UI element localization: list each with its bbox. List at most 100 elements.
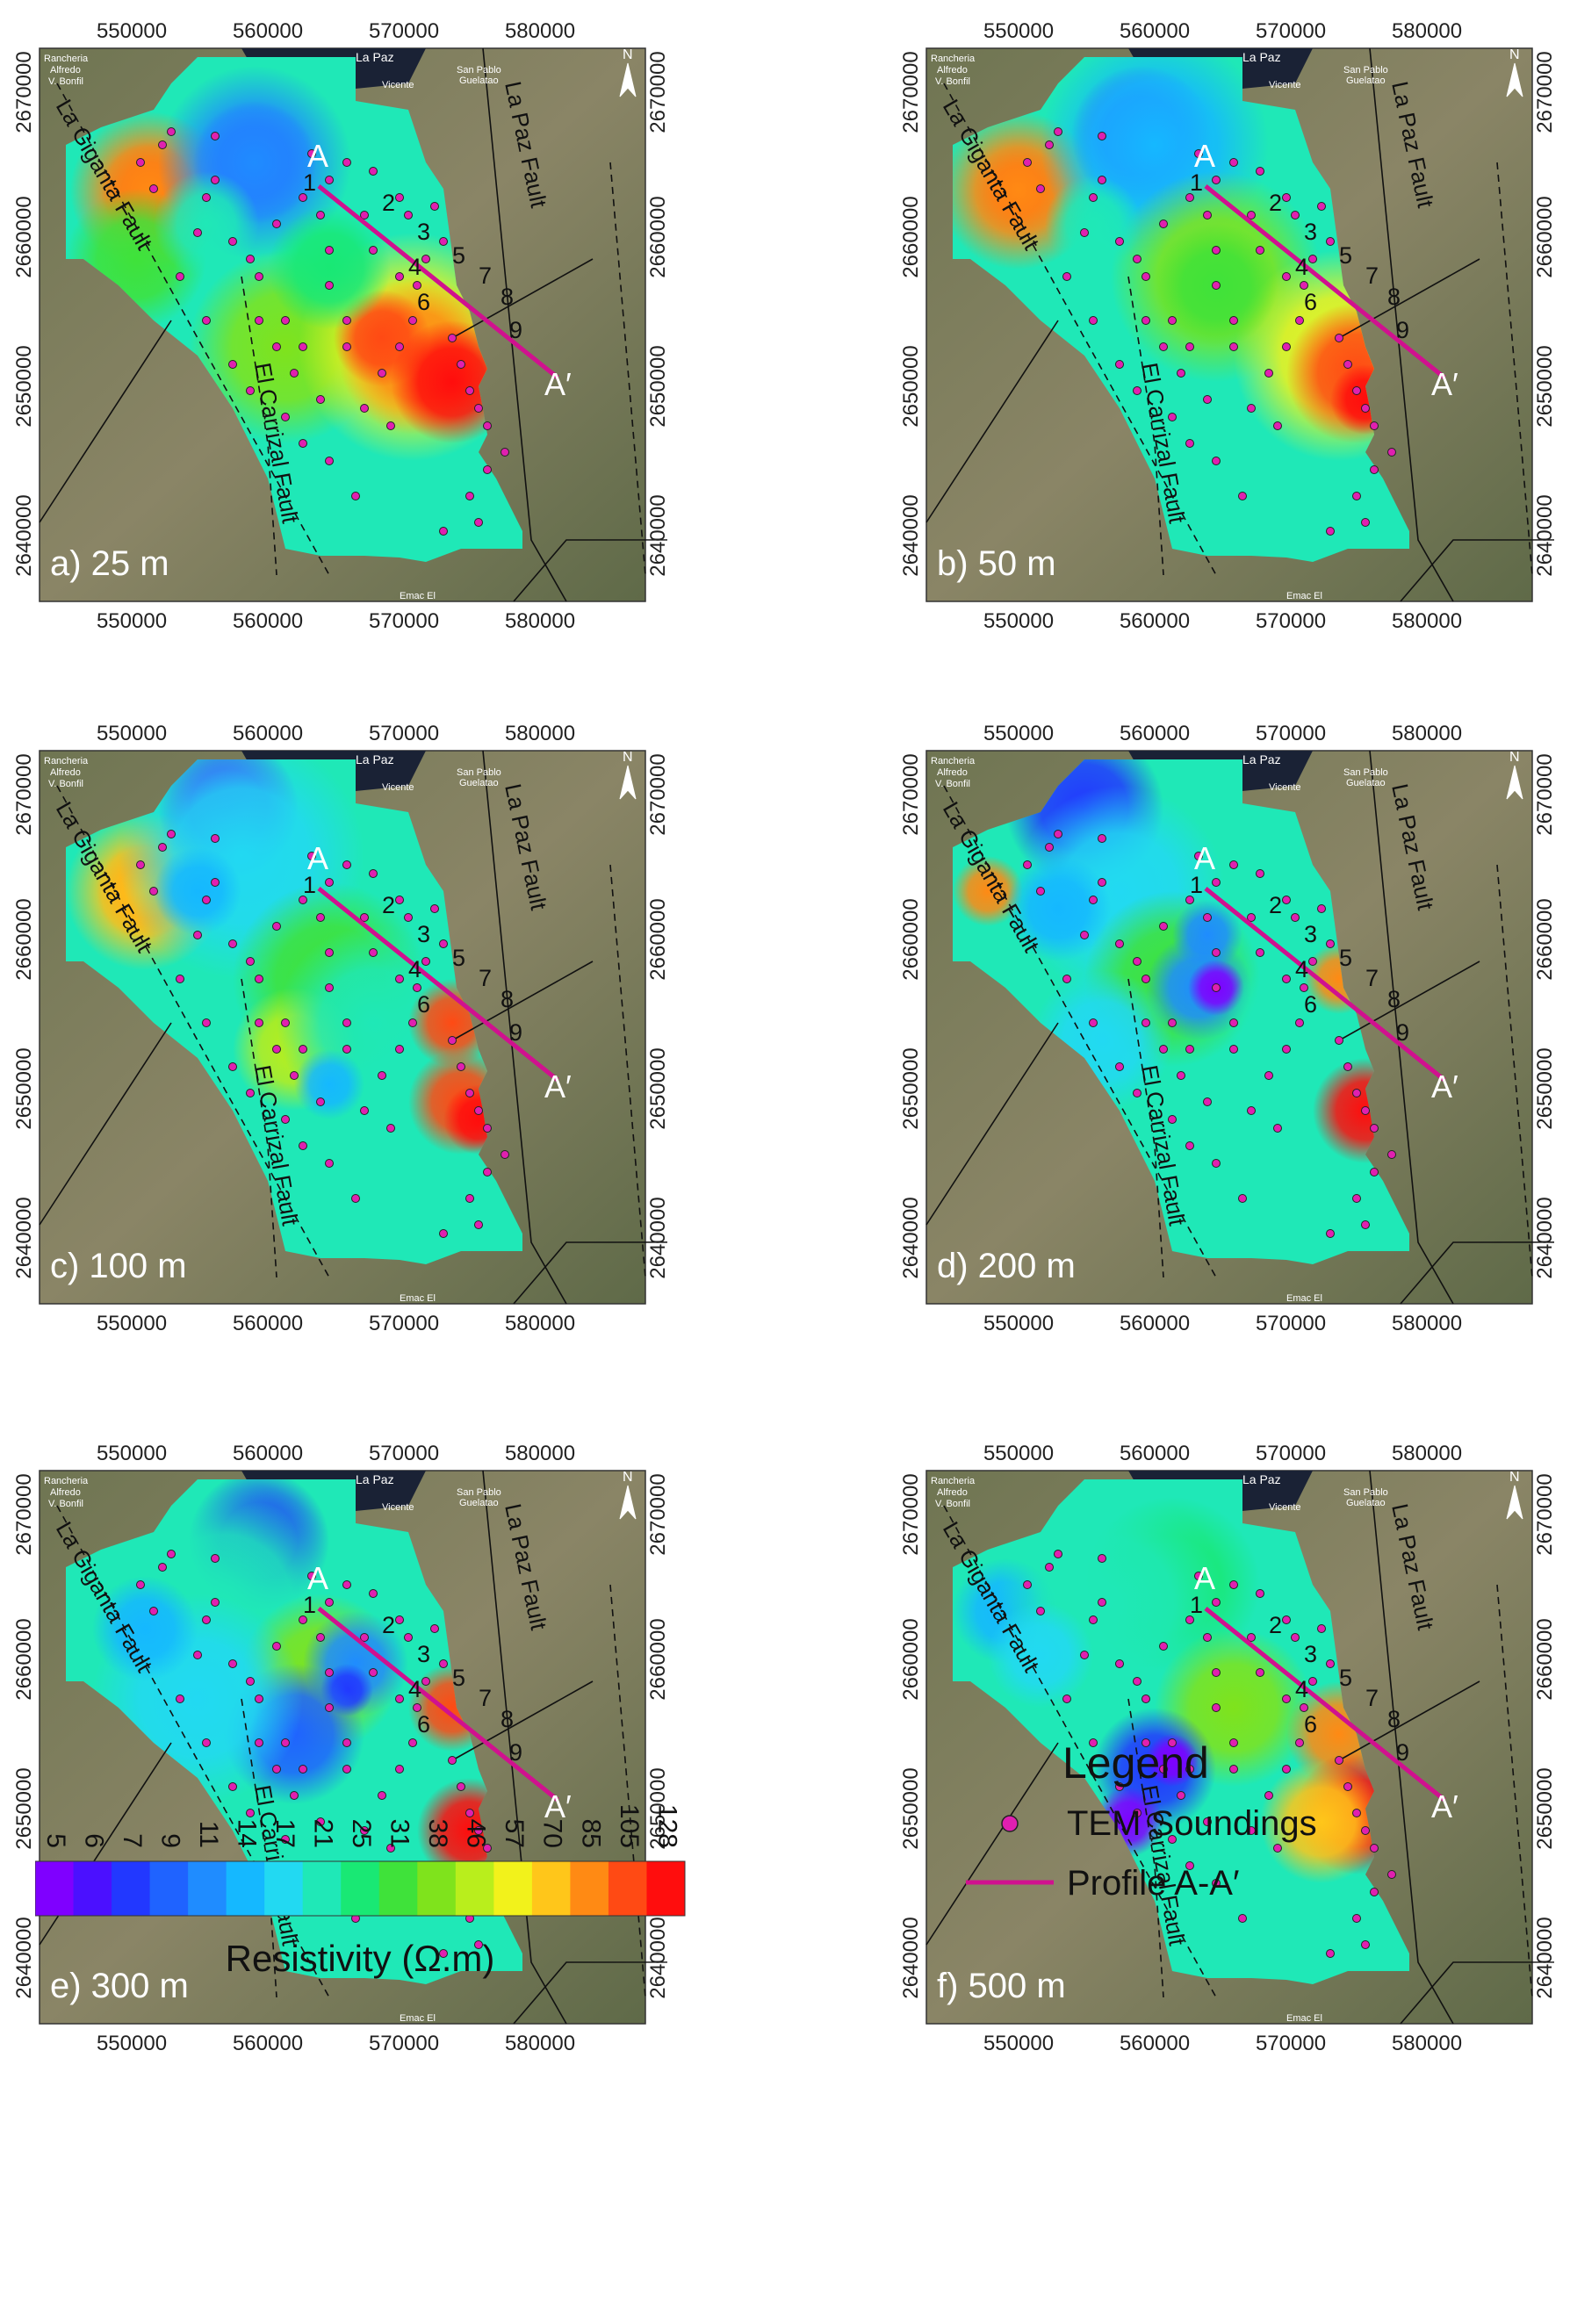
tem-sounding-point xyxy=(1317,202,1326,211)
tem-sounding-point xyxy=(202,193,211,202)
tem-sounding-point xyxy=(202,1615,211,1624)
tem-sounding-point xyxy=(1370,465,1379,474)
panel-depth-label: d) 200 m xyxy=(937,1247,1076,1285)
fault-lines xyxy=(925,1470,1554,2025)
tem-sounding-point xyxy=(360,1106,369,1115)
profile-number: 6 xyxy=(1304,1711,1317,1738)
tem-sounding-point xyxy=(228,1659,237,1668)
north-label: N xyxy=(1509,750,1520,765)
tem-sounding-point xyxy=(1343,360,1352,369)
tem-sounding-point xyxy=(299,1615,307,1624)
profile-number: 1 xyxy=(303,169,316,196)
tem-sounding-point xyxy=(325,948,334,957)
tem-sounding-point xyxy=(299,896,307,904)
town-label-sanpablo: San Pablo xyxy=(1343,1487,1388,1498)
tem-sounding-point xyxy=(483,1844,492,1853)
tem-sounding-point xyxy=(1256,869,1264,878)
x-tick-label-bottom: 550000 xyxy=(983,1312,1054,1334)
colorbar-swatch xyxy=(35,1861,75,1916)
point-a-label: A xyxy=(1194,840,1215,876)
tem-sounding-point xyxy=(299,439,307,448)
tem-sounding-point xyxy=(316,913,325,922)
y-tick-label-left: 2660000 xyxy=(899,196,923,277)
y-tick-label-left: 2660000 xyxy=(899,1618,923,1700)
x-tick-label-top: 560000 xyxy=(233,722,303,745)
tem-sounding-point xyxy=(255,272,263,281)
x-tick-label-top: 570000 xyxy=(1256,722,1326,745)
x-tick-label-top: 560000 xyxy=(1120,19,1190,43)
north-arrow-icon xyxy=(619,62,637,97)
tem-sounding-point xyxy=(1203,1817,1212,1826)
tem-sounding-point xyxy=(465,492,474,500)
profile-number: 5 xyxy=(1339,945,1352,971)
tem-sounding-point xyxy=(211,132,220,140)
x-tick-label-bottom: 560000 xyxy=(1120,1312,1190,1334)
profile-number: 7 xyxy=(479,965,492,991)
point-a-prime-label: A′ xyxy=(1431,366,1458,402)
tem-sounding-point xyxy=(342,1018,351,1027)
colorbar-swatch xyxy=(493,1861,533,1916)
profile-line xyxy=(1204,1607,1446,1802)
profile-number: 7 xyxy=(1365,965,1379,991)
tem-sounding-point xyxy=(1133,957,1141,966)
tem-sounding-point xyxy=(193,1651,202,1659)
tem-sounding-point xyxy=(501,1150,509,1159)
tem-sounding-point xyxy=(1133,1677,1141,1686)
tem-sounding-point xyxy=(1256,948,1264,957)
town-label-vicente: Vicente xyxy=(382,782,414,793)
profile-number: 1 xyxy=(1190,872,1203,898)
colorbar-value-label: 21 xyxy=(309,1819,338,1848)
tem-sounding-point xyxy=(404,913,413,922)
y-tick-label-left: 2650000 xyxy=(899,1767,923,1849)
town-label-rancheria: V. Bonfil xyxy=(935,779,970,789)
legend-title: Legend xyxy=(1062,1738,1209,1788)
tem-sounding-point xyxy=(1177,1791,1185,1800)
tem-sounding-point xyxy=(246,1809,255,1817)
profile-number: 3 xyxy=(1304,219,1317,245)
point-a-prime-label: A′ xyxy=(1431,1068,1458,1104)
colorbar-value-label: 25 xyxy=(347,1819,376,1848)
colorbar-value-label: 70 xyxy=(538,1819,567,1848)
x-tick-label-top: 560000 xyxy=(1120,722,1190,745)
tem-sounding-point xyxy=(272,342,281,351)
tem-soundings xyxy=(1023,127,1396,536)
tem-sounding-point xyxy=(272,1045,281,1054)
tem-sounding-point xyxy=(1159,1642,1168,1651)
tem-sounding-point xyxy=(474,1220,483,1229)
tem-sounding-point xyxy=(1185,1861,1194,1870)
x-tick-label-top: 550000 xyxy=(983,19,1054,43)
tem-sounding-point xyxy=(1089,1615,1098,1624)
tem-sounding-point xyxy=(439,527,448,536)
tem-sounding-point xyxy=(1168,1835,1177,1844)
profile-number: 9 xyxy=(509,317,522,343)
profile-number: 5 xyxy=(1339,242,1352,269)
tem-sounding-point xyxy=(316,1097,325,1106)
tem-sounding-point xyxy=(325,1668,334,1677)
tem-sounding-point xyxy=(290,1071,299,1080)
tem-sounding-point xyxy=(378,1071,386,1080)
tem-sounding-point xyxy=(1045,1563,1054,1572)
tem-sounding-point xyxy=(211,878,220,887)
x-tick-label-bottom: 560000 xyxy=(233,1312,303,1334)
y-tick-label-right: 2660000 xyxy=(646,196,667,277)
tem-sounding-point xyxy=(1300,1703,1308,1712)
tem-sounding-point xyxy=(1141,1018,1150,1027)
panel-depth-label: f) 500 m xyxy=(937,1967,1066,2005)
tem-sounding-point xyxy=(1185,1045,1194,1054)
tem-sounding-point xyxy=(342,860,351,869)
map-panel-a: 1 2 3 4 5 6 7 8 9 A A′ La Giganta Fault La Paz Fault… xyxy=(0,0,667,631)
tem-sounding-point xyxy=(1229,1765,1238,1774)
profile-number: 4 xyxy=(408,956,421,982)
tem-sounding-point xyxy=(465,1089,474,1097)
x-tick-label-top: 580000 xyxy=(505,19,575,43)
town-label-rancheria: Rancheria xyxy=(931,756,976,766)
tem-sounding-point xyxy=(1141,272,1150,281)
colorbar-swatch xyxy=(608,1861,647,1916)
y-tick-label-right: 2650000 xyxy=(646,1047,667,1129)
tem-sounding-point xyxy=(474,1826,483,1835)
tem-sounding-point xyxy=(1352,1194,1361,1203)
tem-sounding-point xyxy=(421,957,430,966)
colorbar-value-label: 57 xyxy=(500,1819,529,1848)
tem-sounding-point xyxy=(1133,1809,1141,1817)
tem-sounding-point xyxy=(1317,904,1326,913)
